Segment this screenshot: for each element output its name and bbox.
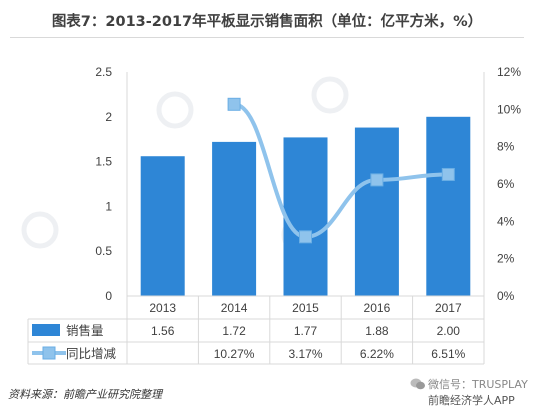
category-label: 2014 — [221, 301, 248, 315]
left-axis-tick-label: 2 — [105, 110, 112, 124]
growth-point-2016 — [370, 173, 384, 187]
right-axis-tick-label: 2% — [497, 252, 515, 266]
sales-value: 1.72 — [222, 324, 246, 338]
right-axis-tick-label: 4% — [497, 214, 515, 228]
bar-2016 — [354, 127, 399, 296]
growth-point-2014 — [227, 97, 241, 111]
right-axis-tick-label: 0% — [497, 289, 515, 303]
growth-value: 3.17% — [288, 347, 322, 361]
sales-value: 1.56 — [151, 324, 175, 338]
legend-swatch-bar — [32, 324, 60, 336]
legend-swatch-line-marker — [42, 346, 56, 360]
growth-point-2017 — [441, 167, 455, 181]
watermark-logo-1 — [311, 76, 349, 114]
legend-label-line: 同比增减 — [66, 346, 117, 361]
watermark-logo-2 — [21, 211, 59, 249]
category-label: 2016 — [364, 301, 391, 315]
growth-point-2015 — [299, 230, 312, 244]
watermark-logo-0 — [156, 91, 194, 129]
growth-value: 10.27% — [214, 347, 255, 361]
growth-line — [233, 102, 449, 239]
growth-value: 6.51% — [431, 347, 465, 361]
bar-2014 — [212, 141, 257, 296]
right-axis-tick-label: 8% — [497, 140, 515, 154]
wechat-icon — [410, 378, 425, 390]
left-axis-tick-label: 0 — [105, 289, 112, 303]
category-label: 2015 — [292, 301, 319, 315]
right-axis-tick-label: 6% — [497, 177, 515, 191]
app-name: 前瞻经济学人APP — [428, 394, 515, 407]
left-axis-tick-label: 1 — [105, 199, 112, 213]
source-note: 资料来源：前瞻产业研究院整理 — [8, 388, 162, 401]
sales-value: 1.77 — [294, 324, 318, 338]
chart-title: 图表7：2013-2017年平板显示销售面积（单位：亿平方米，%） — [51, 14, 483, 30]
wechat-id: 微信号：TRUSPLAY — [428, 378, 528, 391]
legend-label-bar: 销售量 — [66, 323, 104, 338]
bar-2015 — [283, 137, 328, 296]
bar-2017 — [426, 116, 471, 296]
title-divider — [10, 37, 524, 38]
category-label: 2013 — [149, 301, 176, 315]
sales-value: 1.88 — [365, 324, 389, 338]
sales-value: 2.00 — [437, 324, 461, 338]
bar-2013 — [140, 156, 185, 296]
growth-value: 6.22% — [360, 347, 394, 361]
category-label: 2017 — [435, 301, 462, 315]
left-axis-tick-label: 2.5 — [95, 65, 112, 79]
left-axis-tick-label: 0.5 — [95, 244, 112, 258]
left-axis-tick-label: 1.5 — [95, 155, 112, 169]
right-axis-tick-label: 12% — [497, 65, 521, 79]
right-axis-tick-label: 10% — [497, 102, 521, 116]
